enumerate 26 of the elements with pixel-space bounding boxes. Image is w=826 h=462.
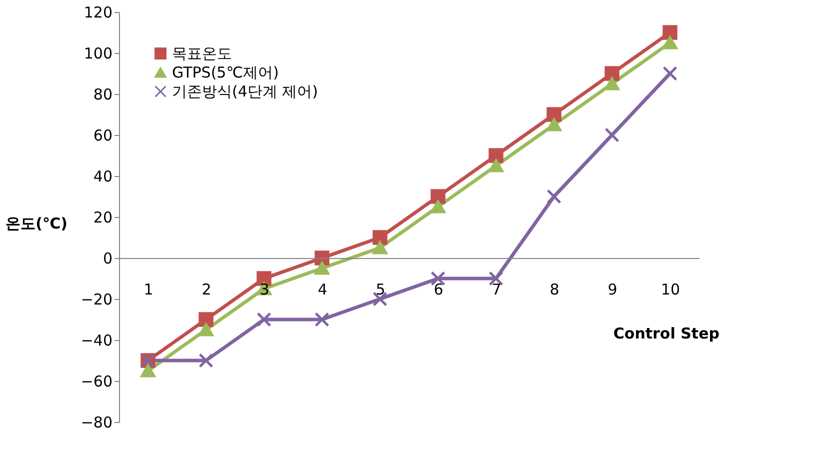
y-tick-label: 20 (93, 208, 112, 226)
y-tick-label: −40 (80, 332, 112, 350)
x-tick-label: 8 (550, 280, 560, 298)
x-tick-label: 5 (376, 280, 386, 298)
x-tick-label: 9 (608, 280, 618, 298)
y-tick-label: 0 (102, 250, 112, 268)
y-tick-label: 120 (84, 4, 112, 22)
x-tick-label: 10 (660, 280, 680, 298)
y-tick-label: −80 (80, 414, 112, 432)
x-tick-label: 1 (144, 280, 154, 298)
y-tick-label: 100 (84, 44, 112, 62)
x-tick-label: 4 (318, 280, 328, 298)
x-tick-label: 7 (492, 280, 502, 298)
legend-label: 목표온도 (172, 44, 232, 62)
y-tick-label: 80 (93, 86, 112, 104)
legend-label: 기존방식(4단계 제어) (172, 82, 318, 100)
y-tick-label: −60 (80, 372, 112, 390)
y-tick-label: 60 (93, 126, 112, 144)
y-tick-label: 40 (93, 168, 112, 186)
x-tick-label: 2 (202, 280, 212, 298)
y-axis-title: 온도(℃) (6, 214, 68, 232)
x-axis-title: Control Step (613, 324, 720, 342)
x-tick-label: 3 (260, 280, 270, 298)
legend-label: GTPS(5℃제어) (172, 64, 279, 82)
y-tick-label: −20 (80, 290, 112, 308)
x-tick-label: 6 (434, 280, 444, 298)
